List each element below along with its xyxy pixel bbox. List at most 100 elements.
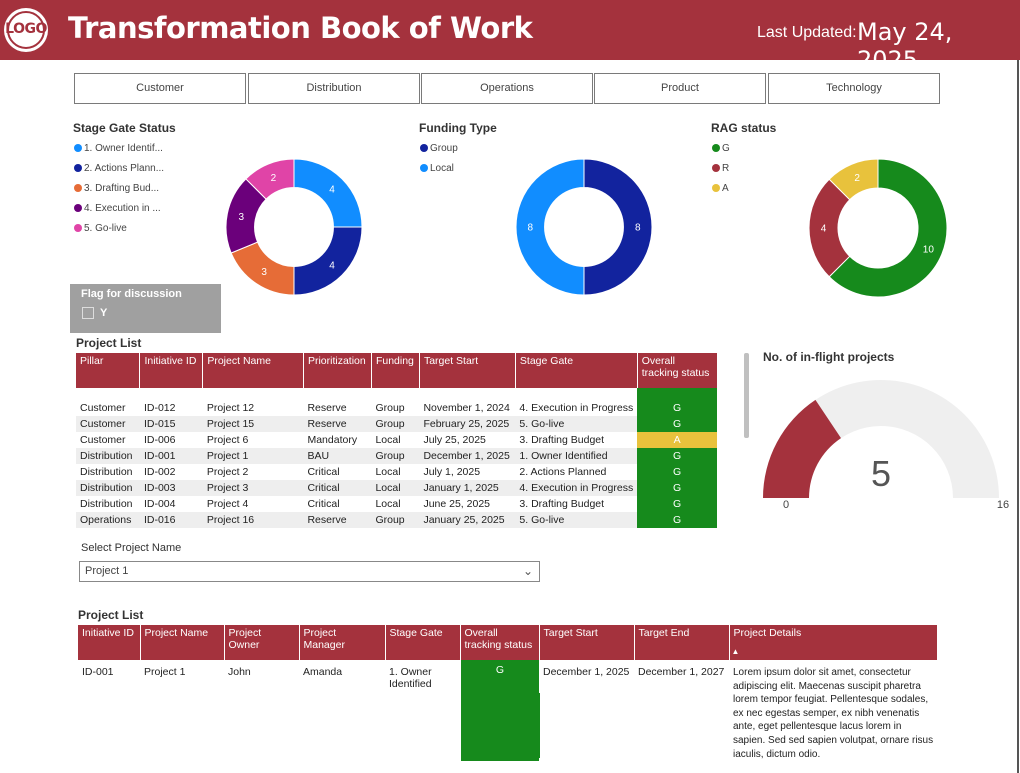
column-header[interactable]: Project Details ▲ bbox=[729, 625, 937, 660]
rag-legend-item[interactable]: G bbox=[712, 143, 730, 154]
status-badge: G bbox=[637, 480, 717, 496]
table-cell: ID-012 bbox=[143, 402, 176, 414]
table-row[interactable]: Distribution ID-001 Project 1 BAU Group … bbox=[76, 448, 717, 464]
donut-slice[interactable] bbox=[293, 158, 363, 228]
flag-option-label: Y bbox=[100, 307, 108, 319]
donut-slice[interactable] bbox=[828, 158, 879, 201]
table-cell: January 1, 2025 bbox=[419, 480, 516, 496]
column-header[interactable]: Stage Gate bbox=[515, 353, 638, 388]
table-cell: Reserve bbox=[303, 512, 372, 528]
table-cell: 4. Execution in Progress bbox=[519, 402, 634, 414]
column-header[interactable]: Project Name bbox=[202, 353, 304, 388]
stage-gate-legend-item[interactable]: 3. Drafting Bud... bbox=[74, 183, 159, 194]
table-cell: Distribution bbox=[80, 498, 133, 510]
funding-legend-item[interactable]: Local bbox=[420, 163, 454, 174]
dropdown-value: Project 1 bbox=[85, 565, 129, 577]
donut-slice[interactable] bbox=[515, 158, 585, 296]
donut-slice[interactable] bbox=[245, 158, 295, 200]
table-cell: 4. Execution in Progress bbox=[515, 480, 638, 496]
stage-gate-legend-item[interactable]: 1. Owner Identif... bbox=[74, 143, 163, 154]
rag-status-title: RAG status bbox=[711, 121, 777, 135]
column-header[interactable]: Project Name bbox=[140, 625, 225, 660]
column-header[interactable]: Target Start bbox=[419, 353, 516, 388]
in-flight-gauge[interactable]: 5 0 16 bbox=[755, 370, 1010, 515]
table-cell: Project 2 bbox=[206, 466, 249, 478]
stage-gate-legend-item[interactable]: 2. Actions Plann... bbox=[74, 163, 164, 174]
column-header[interactable]: Initiative ID bbox=[139, 353, 204, 388]
status-badge: G bbox=[637, 496, 717, 512]
legend-dot-icon bbox=[74, 164, 82, 172]
select-project-label: Select Project Name bbox=[81, 542, 182, 554]
table-cell: ID-006 bbox=[143, 434, 176, 446]
table-cell: Group bbox=[375, 402, 405, 414]
table-scrollbar[interactable] bbox=[744, 353, 749, 438]
table-cell: Project 3 bbox=[202, 480, 304, 496]
column-header[interactable]: Initiative ID bbox=[78, 625, 141, 660]
column-header[interactable]: Target End bbox=[634, 625, 730, 660]
sort-up-icon: ▲ bbox=[731, 647, 740, 656]
table-cell: Group bbox=[371, 448, 420, 464]
table-cell: Group bbox=[371, 416, 420, 432]
tab-product[interactable]: Product bbox=[594, 73, 766, 104]
donut-slice[interactable] bbox=[583, 158, 653, 296]
column-header[interactable]: Project Manager bbox=[299, 625, 386, 660]
table-row[interactable]: Distribution ID-002 Project 2 Critical L… bbox=[76, 464, 717, 480]
table-cell: John bbox=[228, 666, 251, 678]
page-right-border bbox=[1017, 60, 1019, 773]
stage-gate-donut[interactable]: 4 4 3 3 2 bbox=[224, 157, 364, 297]
status-badge: G bbox=[637, 416, 717, 432]
table-cell: Project 6 bbox=[206, 434, 249, 446]
table-cell: Group bbox=[371, 512, 420, 528]
table-row[interactable]: Operations ID-016 Project 16 Reserve Gro… bbox=[76, 512, 717, 528]
table-header-row: Initiative ID Project Name Project Owner… bbox=[78, 625, 937, 660]
table-row[interactable]: Distribution ID-003 Project 3 Critical L… bbox=[76, 480, 717, 496]
table-cell: Customer bbox=[76, 416, 140, 432]
table-cell: ID-002 bbox=[143, 466, 176, 478]
project-details-text: Lorem ipsum dolor sit amet, consectetur … bbox=[733, 667, 934, 760]
column-header[interactable]: Funding bbox=[371, 353, 420, 388]
donut-slice[interactable] bbox=[293, 226, 363, 296]
donut-slice[interactable] bbox=[828, 158, 948, 298]
column-header[interactable]: Project Owner bbox=[224, 625, 300, 660]
column-header[interactable]: Overall tracking status bbox=[460, 625, 540, 660]
rag-legend-item[interactable]: R bbox=[712, 163, 729, 174]
table-cell: 3. Drafting Budget bbox=[519, 434, 605, 446]
gauge-value: 5 bbox=[871, 453, 891, 494]
legend-label: G bbox=[722, 143, 730, 154]
status-badge: G bbox=[637, 448, 717, 464]
project-name-dropdown[interactable]: Project 1 ⌄ bbox=[79, 561, 540, 582]
table-row[interactable]: Customer ID-012 Project 12 Reserve Group… bbox=[76, 400, 717, 416]
column-header[interactable]: Target Start bbox=[539, 625, 635, 660]
table-cell: January 25, 2025 bbox=[419, 512, 516, 528]
column-header[interactable]: Pillar bbox=[76, 353, 141, 388]
table-row[interactable]: Customer ID-015 Project 15 Reserve Group… bbox=[76, 416, 717, 432]
column-header[interactable]: Prioritization bbox=[303, 353, 372, 388]
flag-checkbox[interactable] bbox=[82, 307, 94, 319]
table-row[interactable]: Distribution ID-004 Project 4 Critical L… bbox=[76, 496, 717, 512]
rag-legend-item[interactable]: A bbox=[712, 183, 729, 194]
funding-type-donut[interactable]: 88 bbox=[514, 157, 654, 297]
column-header[interactable]: Stage Gate bbox=[385, 625, 461, 660]
table-cell: December 1, 2027 bbox=[638, 666, 725, 678]
table-cell: July 25, 2025 bbox=[423, 434, 486, 446]
legend-dot-icon bbox=[74, 204, 82, 212]
rag-status-donut[interactable]: 10 4 2 bbox=[807, 157, 949, 299]
table-cell: Critical bbox=[303, 480, 372, 496]
tab-technology[interactable]: Technology bbox=[768, 73, 940, 104]
tab-distribution[interactable]: Distribution bbox=[248, 73, 420, 104]
table-row[interactable]: Customer ID-006 Project 6 Mandatory Loca… bbox=[76, 432, 717, 448]
stage-gate-legend-item[interactable]: 4. Execution in ... bbox=[74, 203, 161, 214]
table-cell: Critical bbox=[307, 466, 340, 478]
gauge-fill bbox=[763, 399, 841, 498]
column-header[interactable]: Overall tracking status bbox=[637, 353, 717, 388]
tab-customer[interactable]: Customer bbox=[74, 73, 246, 104]
table-cell: Mandatory bbox=[307, 434, 358, 446]
table-cell: December 1, 2025 bbox=[419, 448, 516, 464]
project-list-table: Pillar Initiative ID Project Name Priori… bbox=[76, 353, 717, 528]
slice-data-label: 10 bbox=[923, 244, 935, 255]
stage-gate-legend-item[interactable]: 5. Go-live bbox=[74, 223, 127, 234]
tab-operations[interactable]: Operations bbox=[421, 73, 593, 104]
logo-text: LOGO bbox=[5, 21, 47, 37]
funding-legend-item[interactable]: Group bbox=[420, 143, 458, 154]
flag-for-discussion-slicer: Flag for discussion Y bbox=[70, 284, 221, 333]
